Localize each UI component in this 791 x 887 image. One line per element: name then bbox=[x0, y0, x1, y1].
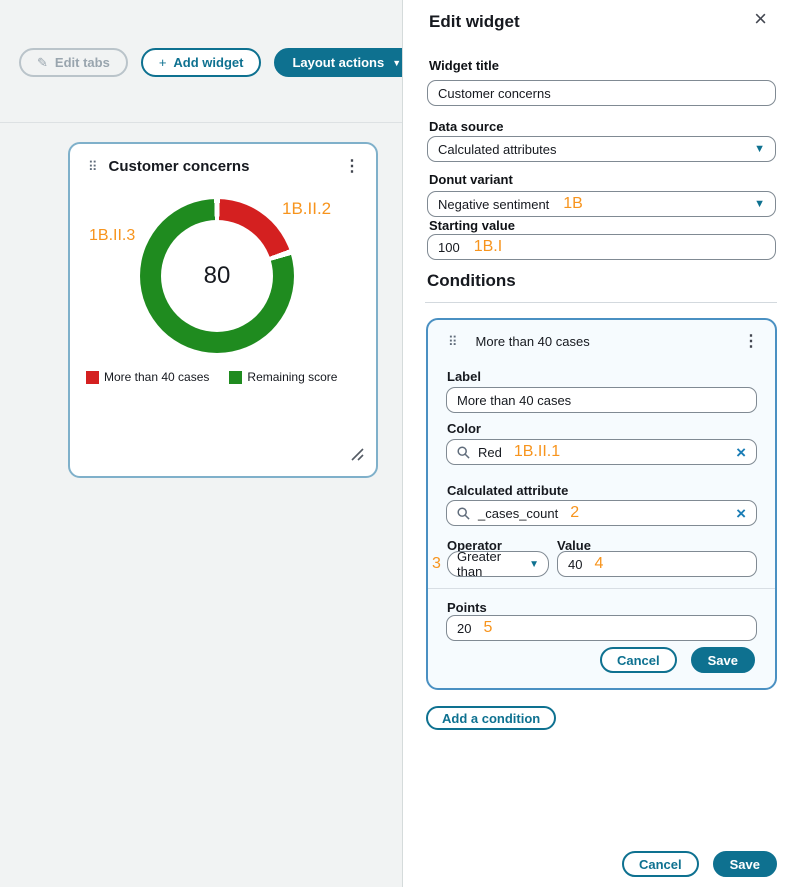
condition-label-value: More than 40 cases bbox=[457, 392, 572, 408]
chevron-down-icon: ▼ bbox=[529, 558, 539, 570]
pencil-icon: ✎ bbox=[37, 54, 48, 70]
search-icon bbox=[457, 506, 470, 520]
annotation-3: 3 bbox=[432, 555, 441, 572]
value-input[interactable]: 40 4 bbox=[557, 551, 757, 577]
add-condition-button[interactable]: Add a condition bbox=[426, 706, 557, 730]
annotation-1b-ii-2: 1B.II.2 bbox=[282, 199, 332, 218]
conditions-heading: Conditions bbox=[427, 271, 516, 290]
add-widget-label: Add widget bbox=[173, 55, 244, 70]
edit-tabs-button[interactable]: ✎ Edit tabs bbox=[19, 48, 128, 77]
close-icon[interactable]: × bbox=[754, 6, 767, 31]
condition-card-divider bbox=[428, 588, 775, 589]
color-label: Color bbox=[447, 421, 481, 436]
legend-swatch bbox=[229, 370, 243, 384]
dashboard-canvas: ✎ Edit tabs + Add widget Layout actions … bbox=[0, 0, 420, 887]
donut-variant-value: Negative sentiment bbox=[438, 196, 550, 212]
drag-handle-icon[interactable]: ⠿ bbox=[88, 158, 98, 174]
edit-widget-panel: Edit widget × Widget title Customer conc… bbox=[402, 0, 791, 887]
panel-title: Edit widget bbox=[429, 12, 520, 31]
condition-cancel-button[interactable]: Cancel bbox=[599, 647, 677, 673]
starting-value-label: Starting value bbox=[429, 218, 515, 233]
panel-footer: Cancel Save bbox=[621, 851, 777, 877]
drag-handle-icon[interactable]: ⠿ bbox=[448, 333, 458, 349]
annotation-5: 5 bbox=[483, 619, 493, 636]
annotation-1b-ii-1: 1B.II.1 bbox=[513, 443, 561, 460]
donut-chart: 80 bbox=[140, 199, 294, 353]
color-search-input[interactable]: Red 1B.II.1 × bbox=[446, 439, 757, 465]
points-input[interactable]: 20 5 bbox=[446, 615, 757, 641]
widget-title: Customer concerns bbox=[108, 157, 250, 175]
condition-save-button[interactable]: Save bbox=[690, 647, 755, 673]
data-source-select[interactable]: Calculated attributes ▼ bbox=[427, 136, 776, 162]
annotation-1b-i: 1B.I bbox=[473, 238, 503, 255]
condition-card-actions: Cancel Save bbox=[599, 647, 755, 673]
points-value: 20 bbox=[457, 620, 472, 636]
widget-resize-handle-icon[interactable] bbox=[351, 448, 364, 466]
condition-card-title: More than 40 cases bbox=[475, 333, 590, 349]
legend-label: More than 40 cases bbox=[104, 370, 210, 384]
customer-concerns-widget: ⠿ Customer concerns ⋮ 80 1B.II.2 1B.II.3… bbox=[68, 142, 378, 478]
widget-title-input[interactable]: Customer concerns bbox=[427, 80, 776, 106]
calculated-attribute-label: Calculated attribute bbox=[447, 483, 569, 498]
color-value: Red bbox=[478, 444, 502, 460]
chevron-down-icon: ▼ bbox=[754, 143, 765, 155]
canvas-toolbar: ✎ Edit tabs + Add widget Layout actions … bbox=[19, 48, 420, 77]
starting-value: 100 bbox=[438, 239, 460, 255]
condition-label-label: Label bbox=[447, 369, 481, 384]
chevron-down-icon: ▼ bbox=[754, 198, 765, 210]
edit-tabs-label: Edit tabs bbox=[54, 55, 110, 70]
annotation-1b: 1B bbox=[563, 195, 583, 212]
calculated-attribute-value: _cases_count bbox=[478, 505, 559, 521]
clear-icon[interactable]: × bbox=[736, 503, 746, 523]
operator-value: Greater than bbox=[457, 549, 502, 579]
widget-title-label: Widget title bbox=[429, 58, 499, 73]
condition-card-header: ⠿ More than 40 cases ⋮ bbox=[448, 331, 763, 351]
annotation-1b-ii-3: 1B.II.3 bbox=[89, 227, 136, 244]
kebab-menu-icon[interactable]: ⋮ bbox=[743, 333, 759, 350]
data-source-label: Data source bbox=[429, 119, 504, 134]
value-value: 40 bbox=[568, 556, 583, 572]
layout-actions-button[interactable]: Layout actions ▼ bbox=[274, 48, 420, 77]
legend-swatch bbox=[86, 370, 99, 384]
widget-title-value: Customer concerns bbox=[438, 85, 551, 101]
annotation-4: 4 bbox=[594, 555, 604, 572]
kebab-menu-icon[interactable]: ⋮ bbox=[344, 158, 360, 175]
starting-value-input[interactable]: 100 1B.I bbox=[427, 234, 776, 260]
legend-item: More than 40 cases bbox=[86, 370, 209, 384]
legend-label: Remaining score bbox=[247, 370, 338, 384]
legend-item: Remaining score bbox=[229, 370, 337, 384]
donut-variant-label: Donut variant bbox=[429, 172, 513, 187]
condition-card: ⠿ More than 40 cases ⋮ Label More than 4… bbox=[426, 318, 777, 690]
donut-variant-select[interactable]: Negative sentiment 1B ▼ bbox=[427, 191, 776, 217]
layout-actions-label: Layout actions bbox=[292, 55, 385, 70]
clear-icon[interactable]: × bbox=[736, 442, 746, 462]
points-label: Points bbox=[447, 600, 487, 615]
plus-icon: + bbox=[158, 55, 167, 70]
value-label: Value bbox=[557, 538, 591, 553]
chart-legend: More than 40 cases Remaining score bbox=[86, 370, 337, 384]
operator-label: Operator bbox=[447, 538, 502, 553]
donut-hole: 80 bbox=[161, 220, 273, 332]
add-widget-button[interactable]: + Add widget bbox=[140, 48, 262, 77]
condition-label-input[interactable]: More than 40 cases bbox=[446, 387, 757, 413]
chevron-down-icon: ▼ bbox=[392, 57, 402, 68]
search-icon bbox=[457, 445, 470, 459]
widget-header: ⠿ Customer concerns ⋮ bbox=[88, 156, 364, 176]
canvas-divider bbox=[0, 122, 402, 123]
panel-save-button[interactable]: Save bbox=[712, 851, 777, 877]
conditions-divider bbox=[425, 302, 777, 303]
operator-select[interactable]: Greater than ▼ bbox=[447, 549, 549, 579]
panel-cancel-button[interactable]: Cancel bbox=[621, 851, 699, 877]
data-source-value: Calculated attributes bbox=[438, 141, 557, 157]
annotation-2: 2 bbox=[570, 504, 580, 521]
donut-center-value: 80 bbox=[203, 262, 231, 289]
calculated-attribute-search-input[interactable]: _cases_count 2 × bbox=[446, 500, 757, 526]
